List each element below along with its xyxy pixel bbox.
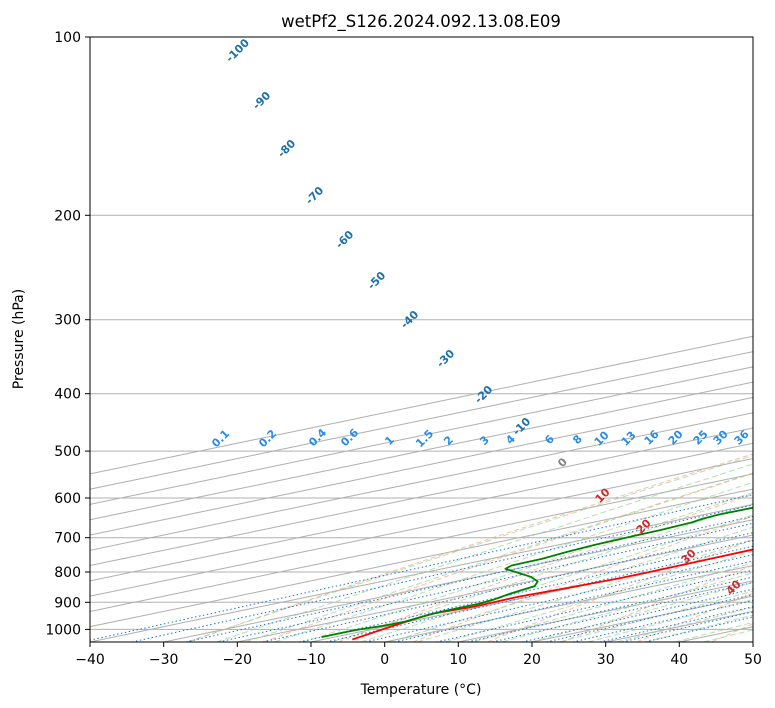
isotherm-line	[90, 335, 753, 475]
isotherm-line	[90, 458, 753, 597]
isotherm-line	[90, 412, 753, 551]
isotherm-line	[90, 488, 753, 628]
x-tick-label: 30	[597, 652, 615, 668]
dry-adiabat-line	[412, 515, 753, 642]
y-axis-title: Pressure (hPa)	[11, 289, 27, 389]
mixing-ratio-line	[572, 599, 753, 642]
x-axis-title: Temperature (°C)	[360, 682, 482, 698]
y-tick-label: 900	[54, 595, 81, 611]
moist-adiabat-line	[559, 590, 753, 642]
y-tick-label: 500	[54, 444, 81, 460]
mixing-ratio-line	[185, 515, 753, 642]
y-tick-label: 100	[54, 30, 81, 46]
y-tick-label: 600	[54, 491, 81, 507]
mixing-ratio-line	[131, 504, 753, 642]
y-tick-label: 1000	[45, 622, 81, 638]
plot-data	[321, 506, 753, 641]
y-tick-label: 400	[54, 387, 81, 403]
plot-frame	[89, 36, 754, 643]
temperature-profile-line	[352, 548, 753, 641]
chart-title: wetPf2_S126.2024.092.13.08.E09	[281, 12, 561, 32]
x-tick-label: −10	[296, 652, 326, 668]
moist-adiabat-line	[473, 562, 753, 642]
isotherm-line	[237, 534, 753, 642]
x-tick-label: 20	[523, 652, 541, 668]
moist-adiabat-line	[445, 550, 753, 642]
x-tick-label: 50	[744, 652, 762, 668]
mixing-ratio-line	[599, 606, 753, 642]
mixing-ratio-line	[546, 594, 753, 642]
moist-adiabat-line	[388, 526, 753, 642]
y-tick-label: 300	[54, 313, 81, 329]
isotherm-line	[163, 519, 753, 642]
dewpoint-profile-line	[321, 506, 753, 638]
mixing-ratio-line	[90, 494, 753, 641]
x-tick-label: 40	[670, 652, 688, 668]
moist-adiabat-line	[530, 581, 753, 642]
isotherm-line	[90, 473, 753, 612]
moist-adiabat-line	[274, 481, 753, 642]
moist-adiabat-line	[360, 514, 753, 642]
moist-adiabat-line	[331, 502, 753, 642]
x-tick-label: −40	[75, 652, 105, 668]
x-tick-label: −30	[149, 652, 179, 668]
y-tick-label: 800	[54, 565, 81, 581]
mixing-ratio-line	[521, 588, 753, 642]
y-tick-label: 200	[54, 208, 81, 224]
mixing-ratio-line	[622, 611, 753, 642]
y-tick-label: 700	[54, 531, 81, 547]
plot-background-lines	[90, 37, 753, 642]
isotherm-line	[90, 427, 753, 567]
moist-adiabat-line	[245, 472, 753, 642]
mixing-ratio-line	[218, 522, 753, 642]
mixing-ratio-line	[325, 545, 753, 642]
isotherm-line	[90, 442, 753, 582]
moist-adiabat-line	[216, 463, 753, 642]
x-tick-label: 0	[380, 652, 389, 668]
axes: −40 −30 −20 −10 0 10 20 30 40 50 100 200 300 400 500 60…	[45, 30, 762, 668]
moist-adiabat-line	[187, 455, 753, 642]
x-tick-label: 10	[449, 652, 467, 668]
x-tick-label: −20	[223, 652, 253, 668]
